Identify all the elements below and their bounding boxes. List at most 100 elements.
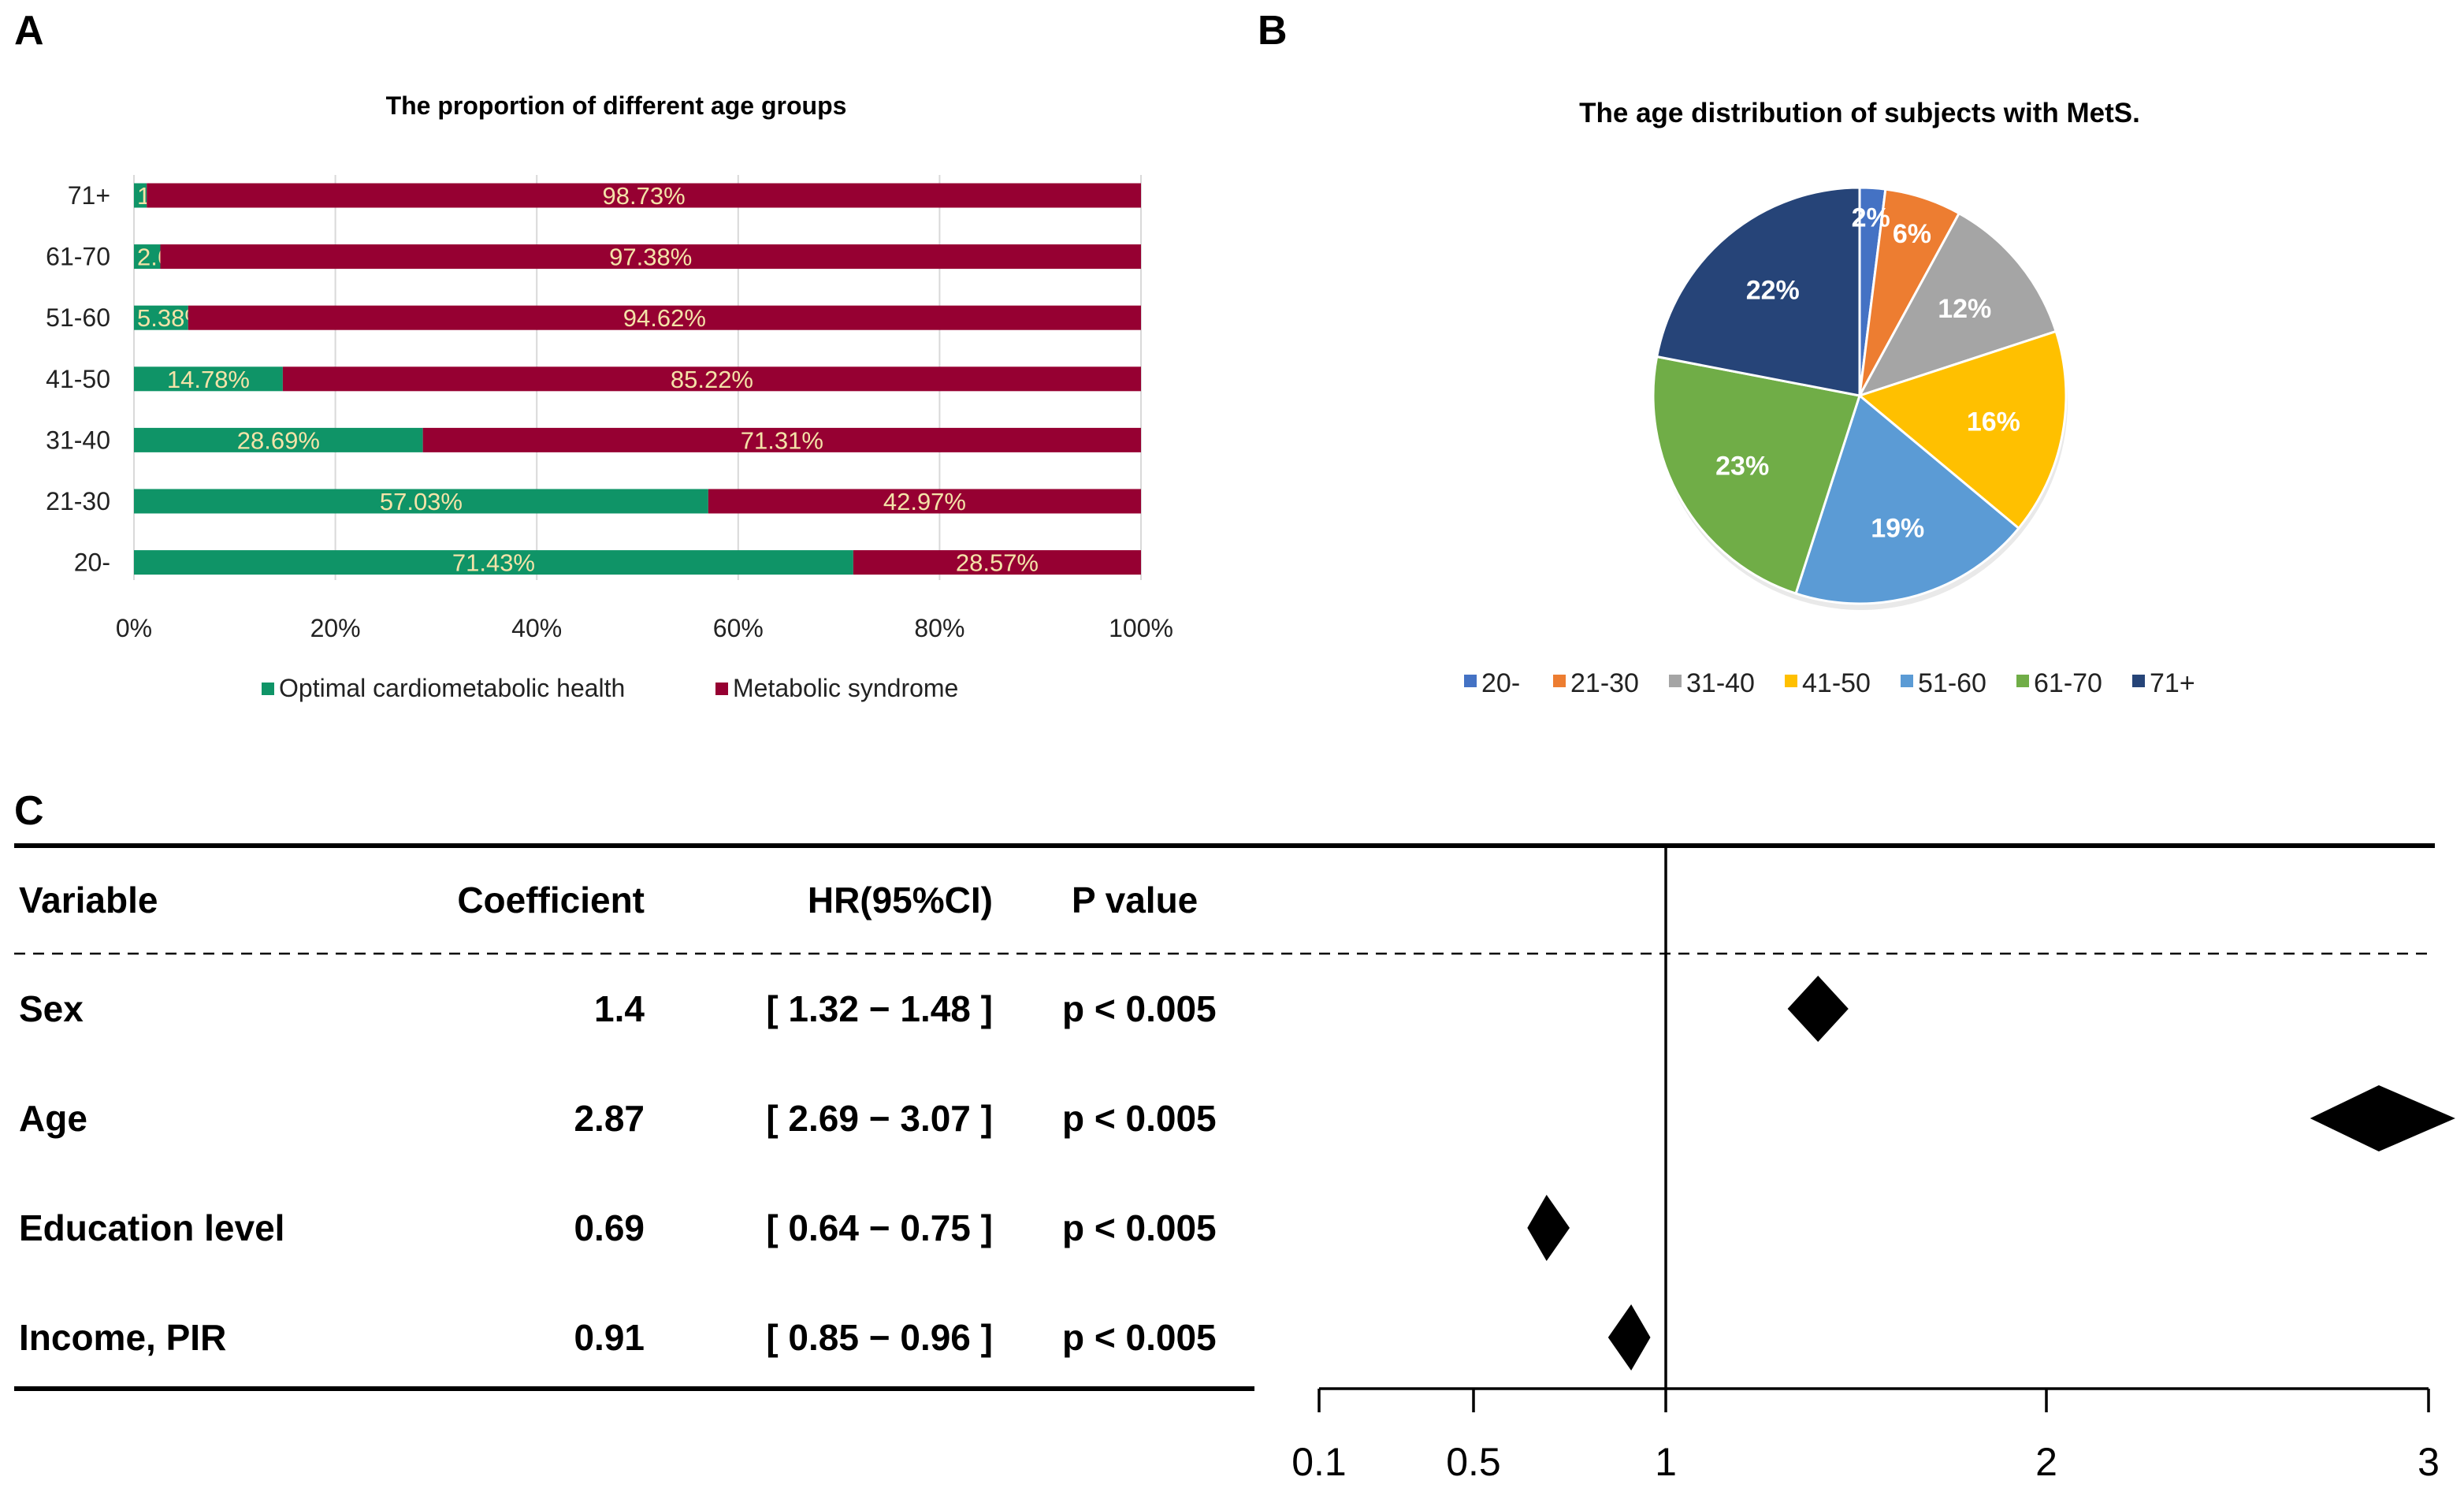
- forest-row-variable: Education level: [19, 1207, 284, 1248]
- bar-data-label: 71.31%: [741, 426, 823, 454]
- pie-chart-title: The age distribution of subjects with Me…: [1579, 98, 2140, 128]
- legend-label-mets: Metabolic syndrome: [733, 674, 958, 702]
- panel-a-bar-chart: The proportion of different age groups 1…: [46, 91, 1173, 702]
- pie-slice: [1856, 329, 2068, 530]
- forest-row-variable: Income, PIR: [19, 1317, 226, 1358]
- pie-legend-swatch: [1785, 675, 1797, 687]
- forest-x-tick-label: 0.5: [1446, 1440, 1501, 1484]
- column-header-variable: Variable: [19, 880, 158, 921]
- pie-legend: 20- 21-30 31-40 41-50 51-60 61-70 71+: [1464, 668, 2195, 698]
- pie-legend-swatch: [1669, 675, 1682, 687]
- bar-chart-category-labels: 71+ 61-70 51-60 41-50 31-40 21-30 20-: [46, 181, 110, 577]
- column-header-hr-ci: HR(95%CI): [808, 880, 993, 921]
- bar-data-label: 28.69%: [237, 426, 320, 454]
- bar-data-label: 94.62%: [623, 304, 706, 332]
- bar-segment-mets: [160, 244, 1141, 270]
- forest-table-rows: Sex 1.4 [ 1.32 − 1.48 ] p < 0.005 Age 2.87 [ 2…: [19, 988, 1217, 1358]
- bar-data-label: 85.22%: [671, 366, 753, 393]
- pie-legend-swatch: [1464, 675, 1477, 687]
- bar-segment-optimal: [134, 183, 147, 208]
- forest-row-coefficient: 1.4: [594, 988, 645, 1029]
- pie-slice: [1655, 186, 1861, 397]
- bar-x-tick-label: 60%: [713, 614, 764, 642]
- pie-legend-swatch: [2016, 675, 2029, 687]
- forest-row-p-value: p < 0.005: [1062, 1207, 1217, 1248]
- forest-row-variable: Sex: [19, 988, 84, 1029]
- bar-segment-optimal: [134, 244, 161, 270]
- pie-slice-label: 16%: [1967, 407, 2020, 437]
- bar-category-label: 61-70: [46, 243, 110, 271]
- pie-legend-label: 61-70: [2034, 668, 2102, 698]
- legend-swatch-mets: [715, 683, 728, 695]
- legend-label-optimal: Optimal cardiometabolic health: [279, 674, 625, 702]
- forest-row-ci: [ 0.64 − 0.75 ]: [766, 1207, 993, 1248]
- bar-segment-mets: [282, 366, 1141, 392]
- forest-hr-marker: [2310, 1085, 2455, 1151]
- forest-hr-marker: [1787, 976, 1849, 1042]
- bar-chart-x-tick-labels: 0% 20% 40% 60% 80% 100%: [116, 614, 1173, 642]
- bar-data-label: 28.57%: [956, 549, 1039, 577]
- bar-data-label: 14.78%: [167, 366, 250, 393]
- bar-x-tick-label: 100%: [1109, 614, 1173, 642]
- forest-hr-marker: [1527, 1195, 1570, 1261]
- pie-legend-swatch: [1553, 675, 1566, 687]
- pie-legend-swatch: [2132, 675, 2145, 687]
- pie-slice-label: 22%: [1746, 276, 1800, 306]
- bar-category-label: 41-50: [46, 365, 110, 393]
- bar-chart-legend: Optimal cardiometabolic health Metabolic…: [262, 674, 958, 702]
- bar-x-tick-label: 40%: [511, 614, 562, 642]
- pie-slice-label: 23%: [1715, 452, 1769, 482]
- pie-slice: [1794, 393, 2020, 605]
- forest-x-tick-label: 0.1: [1291, 1440, 1347, 1484]
- column-header-p-value: P value: [1072, 880, 1198, 921]
- pie-legend-label: 41-50: [1802, 668, 1871, 698]
- bar-data-label: 98.73%: [603, 182, 686, 210]
- bar-x-tick-label: 20%: [310, 614, 361, 642]
- forest-x-tick-label: 1: [1655, 1440, 1677, 1484]
- forest-row-p-value: p < 0.005: [1062, 1317, 1217, 1358]
- forest-row-coefficient: 0.69: [574, 1207, 645, 1248]
- legend-swatch-optimal: [262, 683, 274, 695]
- bar-segment-mets: [422, 427, 1141, 452]
- bar-chart-title: The proportion of different age groups: [386, 91, 847, 120]
- column-header-coefficient: Coefficient: [457, 880, 645, 921]
- bar-segment-optimal: [134, 305, 188, 330]
- forest-row-p-value: p < 0.005: [1062, 988, 1217, 1029]
- pie-legend-label: 21-30: [1570, 668, 1639, 698]
- bar-category-label: 21-30: [46, 487, 110, 515]
- bar-data-label: 71.43%: [452, 549, 535, 577]
- forest-row-p-value: p < 0.005: [1062, 1098, 1217, 1139]
- forest-hr-marker: [1607, 1304, 1651, 1371]
- bar-category-label: 71+: [68, 181, 110, 210]
- forest-x-tick-label: 2: [2035, 1440, 2057, 1484]
- bar-x-tick-label: 0%: [116, 614, 152, 642]
- pie-legend-label: 51-60: [1918, 668, 1986, 698]
- pie-legend-label: 71+: [2150, 668, 2195, 698]
- bar-data-label: 57.03%: [380, 488, 463, 515]
- pie-slice-label: 19%: [1871, 513, 1924, 543]
- bar-segment-mets: [147, 183, 1142, 208]
- pie-legend-swatch: [1901, 675, 1913, 687]
- panel-b-pie-chart: The age distribution of subjects with Me…: [1464, 98, 2195, 698]
- bar-segment-mets: [188, 305, 1142, 330]
- bar-segment-mets: [853, 550, 1141, 575]
- bar-category-label: 20-: [74, 549, 110, 577]
- bar-chart-bars: 1.27%98.73%2.62%97.38%5.38%94.62%14.78%8…: [134, 182, 1142, 577]
- pie-legend-label: 31-40: [1686, 668, 1755, 698]
- forest-plot-area: 0.1 0.5 1 2 3: [1291, 846, 2455, 1484]
- bar-category-label: 51-60: [46, 303, 110, 332]
- forest-row-ci: [ 1.32 − 1.48 ]: [766, 988, 993, 1029]
- bar-segment-optimal: [134, 366, 283, 392]
- forest-row-coefficient: 2.87: [574, 1098, 645, 1139]
- pie-slice-label: 2%: [1852, 203, 1890, 232]
- bar-data-label: 42.97%: [883, 488, 966, 515]
- forest-row-variable: Age: [19, 1098, 87, 1139]
- bar-x-tick-label: 80%: [914, 614, 964, 642]
- bar-segment-optimal: [134, 550, 853, 575]
- forest-row-ci: [ 0.85 − 0.96 ]: [766, 1317, 993, 1358]
- pie-legend-label: 20-: [1481, 668, 1520, 698]
- pie-slice-label: 6%: [1893, 219, 1931, 249]
- bar-segment-mets: [708, 489, 1141, 514]
- forest-x-tick-label: 3: [2418, 1440, 2440, 1484]
- panel-label-b: B: [1258, 8, 1288, 54]
